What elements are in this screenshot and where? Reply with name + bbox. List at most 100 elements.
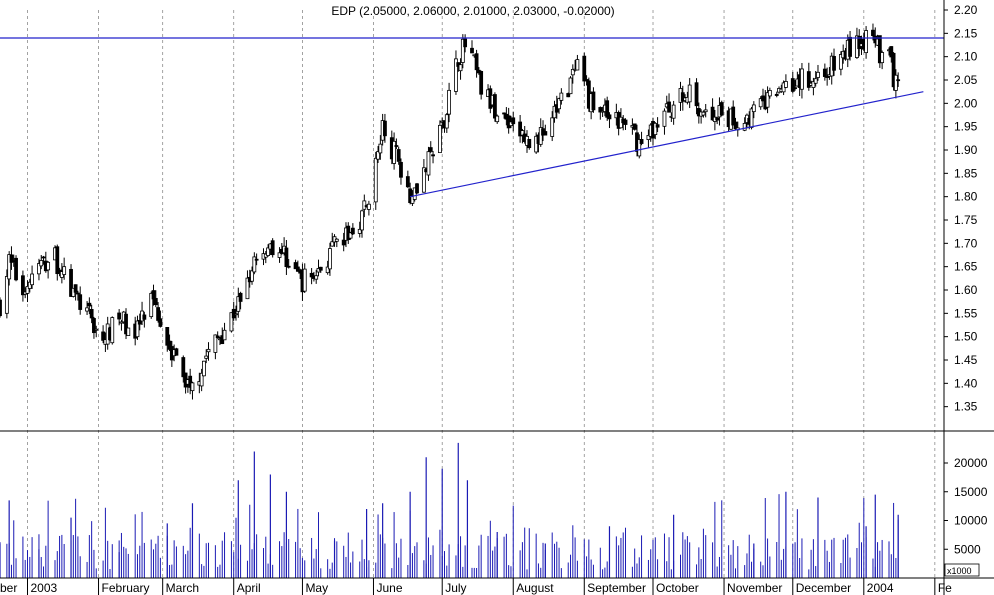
candle-body: [85, 307, 89, 312]
candle-body: [73, 284, 78, 293]
candle-body: [767, 90, 772, 97]
candle-body: [428, 147, 433, 152]
candle-body: [373, 157, 378, 203]
candle-body: [266, 247, 270, 256]
candle-body: [806, 71, 811, 88]
candle-body: [758, 98, 763, 108]
candle-body: [559, 92, 564, 101]
candle-body: [318, 266, 323, 271]
candle-body: [518, 121, 523, 137]
candle-body: [838, 54, 843, 70]
candle-body: [784, 81, 788, 88]
candle-body: [557, 98, 561, 110]
candle-body: [254, 258, 259, 261]
candle-body: [774, 93, 779, 96]
candles: [0, 23, 901, 400]
price-tick-label: 1.40: [954, 376, 978, 390]
candle-body: [202, 360, 206, 377]
candle-body: [156, 307, 160, 321]
candle-body: [896, 79, 901, 82]
candle-body: [137, 319, 142, 325]
candle-body: [9, 254, 14, 263]
candle-body: [880, 52, 885, 64]
candle-body: [399, 161, 403, 178]
candle-body: [215, 335, 220, 339]
candle-body: [284, 247, 289, 267]
candle-body: [415, 183, 419, 194]
volume-bars: [0, 442, 899, 578]
candle-body: [277, 252, 282, 258]
candle-body: [21, 275, 25, 296]
candle-body: [245, 277, 250, 300]
candle-body: [234, 313, 238, 316]
candle-body: [637, 139, 642, 157]
candle-body: [328, 248, 332, 270]
candle-body: [543, 131, 548, 136]
price-tick-label: 1.95: [954, 120, 978, 134]
candle-body: [55, 246, 60, 275]
price-tick-label: 1.80: [954, 190, 978, 204]
x-tick-label: November: [727, 581, 782, 595]
candle-body: [584, 79, 589, 82]
candle-body: [76, 292, 80, 295]
x-tick-label: December: [796, 581, 851, 595]
candle-body: [733, 121, 738, 130]
candle-body: [632, 123, 637, 130]
volume-tick-label: 15000: [954, 485, 988, 499]
candle-body: [470, 47, 474, 54]
x-tick-label: May: [305, 581, 328, 595]
candle-body: [520, 130, 525, 136]
candle-body: [302, 268, 307, 292]
price-tick-label: 1.75: [954, 213, 978, 227]
candle-body: [598, 107, 603, 113]
candle-body: [119, 321, 124, 324]
candle-body: [39, 260, 44, 267]
candle-body: [568, 77, 573, 95]
candle-body: [190, 382, 195, 392]
price-tick-label: 1.50: [954, 330, 978, 344]
price-tick-label: 2.00: [954, 96, 978, 110]
candle-body: [117, 312, 122, 320]
candle-body: [566, 93, 571, 98]
x-tick-label: October: [656, 581, 699, 595]
volume-unit-label: x1000: [947, 566, 972, 576]
candle-body: [153, 297, 158, 306]
candle-body: [474, 53, 479, 71]
candle-body: [412, 187, 417, 200]
price-tick-label: 1.45: [954, 353, 978, 367]
candle-body: [891, 52, 896, 88]
candle-body: [126, 327, 131, 336]
candle-body: [348, 232, 353, 239]
candle-body: [174, 348, 179, 356]
candle-body: [811, 81, 816, 88]
candle-body: [334, 238, 339, 242]
volume-tick-label: 5000: [954, 542, 981, 556]
candle-body: [493, 94, 497, 119]
candle-body: [570, 68, 575, 76]
candle-body: [653, 122, 658, 135]
candle-body: [582, 55, 587, 82]
candle-body: [14, 257, 18, 281]
candle-body: [639, 139, 644, 144]
price-tick-label: 1.85: [954, 166, 978, 180]
candle-body: [314, 275, 319, 280]
candle-body: [199, 372, 204, 387]
candle-body: [394, 145, 399, 147]
candle-body: [0, 299, 2, 317]
candle-body: [703, 109, 708, 113]
candle-body: [142, 314, 147, 320]
candle-body: [687, 84, 692, 103]
candle-body: [438, 124, 442, 154]
candle-body: [463, 38, 468, 48]
candle-body: [325, 266, 330, 274]
candle-body: [800, 68, 804, 90]
candle-body: [893, 74, 898, 91]
price-tick-label: 1.55: [954, 306, 978, 320]
candle-body: [4, 276, 9, 314]
x-tick-label: 2004: [867, 581, 894, 595]
x-tick-label: April: [237, 581, 261, 595]
x-tick-label: ber: [0, 581, 17, 595]
candle-body: [7, 254, 12, 280]
